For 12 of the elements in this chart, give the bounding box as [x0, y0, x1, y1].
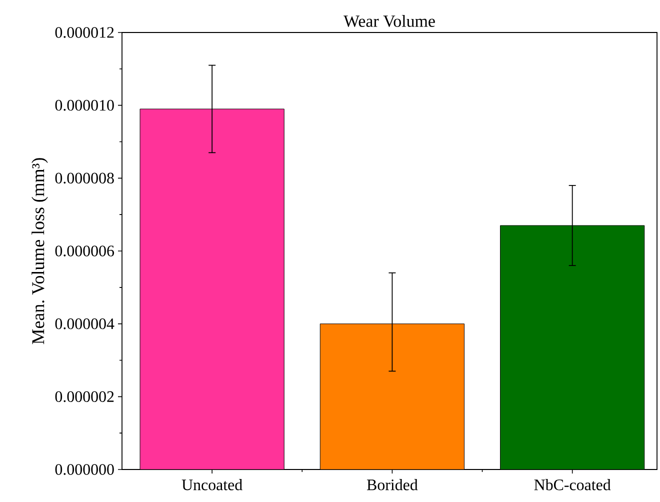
y-tick-label: 0.000008 [55, 172, 114, 184]
y-tick-label: 0.000010 [55, 100, 114, 111]
y-tick-label: 0.000000 [55, 464, 114, 475]
y-axis-title: Mean. Volume loss (mm³) [32, 158, 48, 344]
y-tick-label: 0.000004 [55, 318, 114, 330]
y-tick-label: 0.000002 [55, 391, 114, 402]
y-tick-label: 0.000012 [55, 27, 114, 38]
chart-title: Wear Volume [344, 14, 435, 27]
y-tick-label: 0.000006 [55, 246, 114, 256]
x-tick-label: Uncoated [182, 479, 242, 490]
x-tick-label: NbC-coated [534, 479, 611, 490]
x-tick-label: Borided [366, 479, 418, 490]
